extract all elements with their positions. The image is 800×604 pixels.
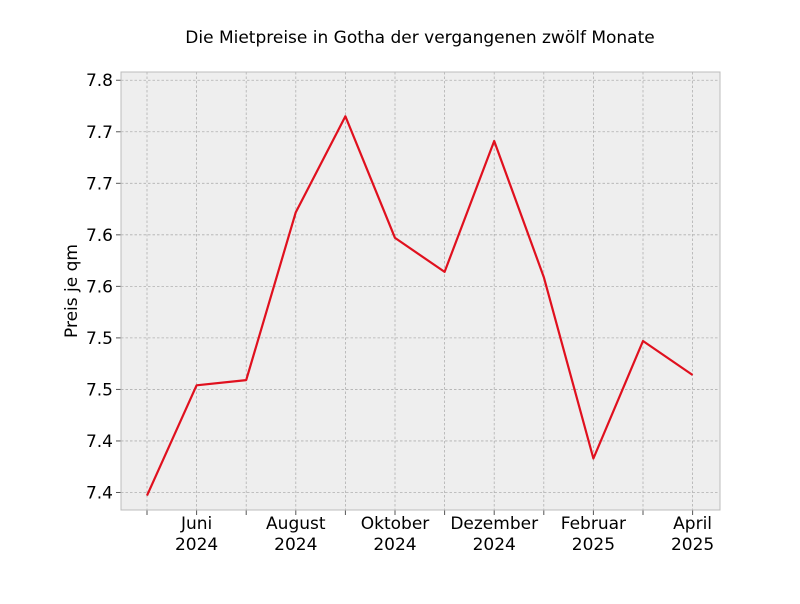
- x-tick-label: Dezember: [450, 514, 538, 534]
- data-point: [244, 378, 248, 382]
- data-point: [195, 383, 199, 387]
- grid-lines: [121, 72, 720, 510]
- data-point: [542, 275, 546, 279]
- x-tick-label: Oktober: [361, 514, 430, 534]
- data-point: [145, 494, 149, 498]
- x-tick-year-label: 2024: [373, 535, 416, 555]
- x-tick-label: April: [673, 514, 712, 534]
- x-tick-label: Februar: [561, 514, 626, 534]
- y-tick-label: 7.4: [86, 432, 113, 452]
- series-line: [145, 115, 694, 497]
- x-tick-year-label: 2025: [671, 535, 714, 555]
- x-tick-year-label: 2025: [572, 535, 615, 555]
- y-tick-label: 7.7: [86, 174, 113, 194]
- x-tick-year-label: 2024: [274, 535, 317, 555]
- x-axis: Juni2024August2024Oktober2024Dezember202…: [146, 510, 714, 555]
- y-axis-label: Preis je qm: [62, 244, 82, 338]
- chart-title: Die Mietpreise in Gotha der vergangenen …: [185, 28, 654, 48]
- x-tick-label: August: [266, 514, 326, 534]
- y-tick-label: 7.7: [86, 123, 113, 143]
- x-tick-year-label: 2024: [175, 535, 218, 555]
- y-tick-label: 7.6: [86, 226, 113, 246]
- x-tick-year-label: 2024: [473, 535, 516, 555]
- data-point: [691, 373, 695, 377]
- data-point: [492, 139, 496, 143]
- y-tick-label: 7.5: [86, 380, 113, 400]
- data-point: [393, 236, 397, 240]
- y-axis: 7.4 7.4 7.5 7.5 7.6 7.6 7.7 7.7 7.8: [86, 71, 121, 503]
- data-point: [343, 114, 347, 118]
- data-point: [591, 456, 595, 460]
- data-point: [641, 339, 645, 343]
- plot-frame: [120, 71, 721, 511]
- x-tick-label: Juni: [180, 514, 212, 534]
- y-tick-label: 7.8: [86, 71, 113, 91]
- y-tick-label: 7.5: [86, 329, 113, 349]
- data-point: [294, 210, 298, 214]
- plot-area: [121, 72, 720, 510]
- y-tick-label: 7.6: [86, 277, 113, 297]
- y-tick-label: 7.4: [86, 483, 113, 503]
- data-point: [443, 270, 447, 274]
